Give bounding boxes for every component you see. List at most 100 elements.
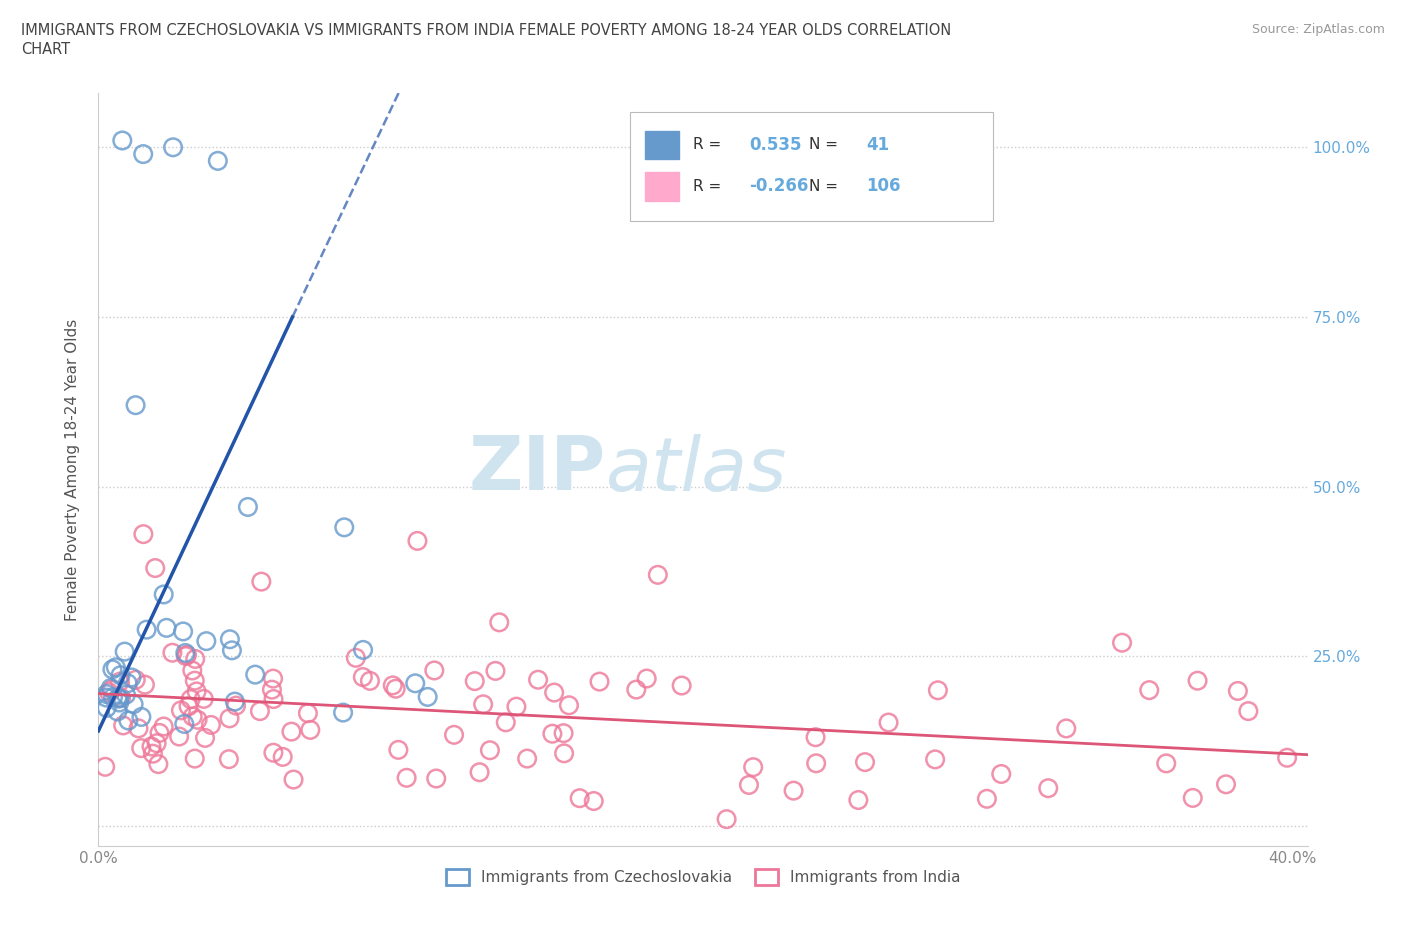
Point: [387, 742, 409, 757]
Point: [495, 715, 517, 730]
Point: [1215, 777, 1237, 791]
Point: [145, 736, 167, 751]
Bar: [645, 172, 679, 201]
Point: [108, 695, 131, 710]
Point: [250, 574, 273, 589]
Point: [344, 650, 367, 665]
Text: Source: ZipAtlas.com: Source: ZipAtlas.com: [1251, 23, 1385, 36]
Point: [472, 697, 495, 711]
Point: [181, 663, 204, 678]
Point: [131, 710, 153, 724]
Point: [180, 692, 202, 707]
Point: [96, 690, 118, 705]
Point: [98, 684, 121, 699]
Point: [332, 705, 354, 720]
Point: [177, 698, 200, 713]
Point: [132, 526, 155, 541]
Point: [804, 730, 827, 745]
Point: [516, 751, 538, 766]
Point: [927, 683, 949, 698]
Point: [877, 715, 900, 730]
Point: [478, 743, 501, 758]
Text: -0.266: -0.266: [749, 178, 808, 195]
Point: [193, 691, 215, 706]
Point: [172, 624, 194, 639]
Point: [352, 643, 374, 658]
Point: [1154, 756, 1177, 771]
Point: [148, 725, 170, 740]
Point: [468, 764, 491, 779]
Text: 41: 41: [866, 136, 890, 154]
Point: [101, 662, 124, 677]
Point: [187, 712, 209, 727]
Point: [167, 729, 190, 744]
Point: [245, 667, 267, 682]
Point: [134, 677, 156, 692]
Text: IMMIGRANTS FROM CZECHOSLOVAKIA VS IMMIGRANTS FROM INDIA FEMALE POVERTY AMONG 18-: IMMIGRANTS FROM CZECHOSLOVAKIA VS IMMIGR…: [21, 23, 952, 38]
Point: [488, 615, 510, 630]
Point: [443, 727, 465, 742]
Point: [505, 699, 527, 714]
Text: CHART: CHART: [21, 42, 70, 57]
Point: [636, 671, 658, 686]
Point: [115, 687, 138, 702]
Point: [527, 672, 550, 687]
Point: [582, 793, 605, 808]
Legend: Immigrants from Czechoslovakia, Immigrants from India: Immigrants from Czechoslovakia, Immigran…: [440, 863, 966, 891]
Point: [1054, 721, 1077, 736]
Point: [716, 812, 738, 827]
Point: [174, 645, 197, 660]
Point: [107, 704, 129, 719]
Point: [132, 147, 155, 162]
Point: [647, 567, 669, 582]
Point: [108, 674, 131, 689]
Point: [846, 792, 869, 807]
Point: [117, 713, 139, 728]
Point: [184, 673, 207, 688]
Point: [221, 643, 243, 658]
Point: [568, 790, 591, 805]
Point: [271, 750, 294, 764]
Point: [152, 719, 174, 734]
Point: [176, 647, 198, 662]
Point: [782, 783, 804, 798]
Text: 0.535: 0.535: [749, 136, 801, 154]
Point: [114, 644, 136, 659]
Point: [553, 746, 575, 761]
Point: [135, 622, 157, 637]
Point: [283, 772, 305, 787]
Point: [101, 690, 124, 705]
Point: [395, 770, 418, 785]
Point: [107, 691, 129, 706]
Point: [249, 704, 271, 719]
Point: [218, 751, 240, 766]
Point: [173, 716, 195, 731]
Point: [1137, 683, 1160, 698]
Point: [200, 717, 222, 732]
Point: [194, 730, 217, 745]
Point: [263, 692, 285, 707]
Point: [110, 690, 132, 705]
Point: [111, 133, 134, 148]
Point: [333, 520, 356, 535]
Point: [195, 633, 218, 648]
Point: [626, 682, 648, 697]
Point: [1038, 781, 1060, 796]
Text: 106: 106: [866, 178, 901, 195]
Point: [96, 700, 118, 715]
Point: [117, 676, 139, 691]
Point: [299, 723, 322, 737]
Point: [1226, 684, 1249, 698]
Point: [381, 678, 404, 693]
FancyBboxPatch shape: [630, 112, 993, 221]
Point: [352, 670, 374, 684]
Point: [186, 684, 208, 699]
Point: [162, 645, 184, 660]
Text: R =: R =: [693, 179, 727, 194]
Point: [100, 681, 122, 696]
Point: [121, 670, 143, 684]
Point: [170, 703, 193, 718]
Point: [122, 697, 145, 711]
Point: [738, 777, 761, 792]
Point: [425, 771, 447, 786]
